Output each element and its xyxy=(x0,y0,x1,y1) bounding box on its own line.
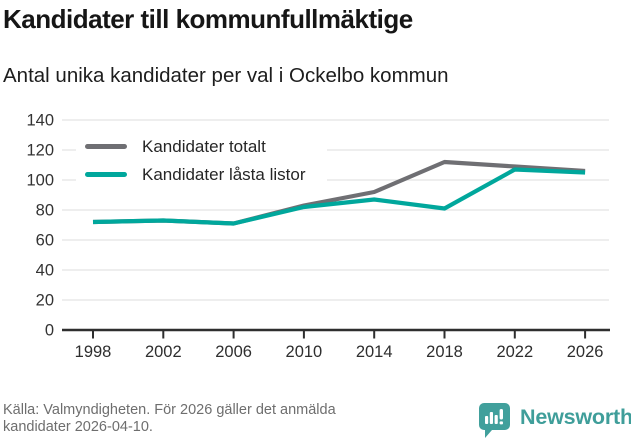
newsworthy-logo: Newsworthy xyxy=(478,402,631,438)
x-axis-tick-label: 2002 xyxy=(145,343,182,361)
newsworthy-bubble-chart-icon xyxy=(479,403,510,438)
chart-legend: Kandidater totalt Kandidater låsta listo… xyxy=(76,132,328,189)
x-axis-tick-label: 1998 xyxy=(75,343,112,361)
y-axis-tick-label: 60 xyxy=(36,232,54,250)
x-axis-tick-label: 2026 xyxy=(567,343,604,361)
series-line-locked xyxy=(92,167,586,226)
legend-label-total: Kandidater totalt xyxy=(142,136,266,156)
x-axis-tick-label: 2014 xyxy=(356,343,393,361)
y-axis-tick-label: 100 xyxy=(26,172,54,190)
page-subtitle: Antal unika kandidater per val i Ockelbo… xyxy=(3,64,449,87)
x-axis-tick-label: 2022 xyxy=(496,343,533,361)
legend-swatch-locked-icon xyxy=(85,172,127,177)
legend-row-locked: Kandidater låsta listor xyxy=(85,163,305,186)
x-axis-tick-label: 2010 xyxy=(286,343,323,361)
x-axis-tick-label: 2018 xyxy=(426,343,463,361)
legend-label-locked: Kandidater låsta listor xyxy=(142,164,306,184)
y-axis-tick-label: 120 xyxy=(26,142,54,160)
y-axis-tick-label: 80 xyxy=(36,202,54,220)
page-title: Kandidater till kommunfullmäktige xyxy=(3,4,413,34)
x-axis-tick-label: 2006 xyxy=(215,343,252,361)
y-axis-tick-label: 0 xyxy=(45,322,54,340)
y-axis-tick-label: 140 xyxy=(26,112,54,130)
y-axis-tick-label: 20 xyxy=(36,292,54,310)
newsworthy-wordmark: Newsworthy xyxy=(520,405,631,429)
y-axis-tick-label: 40 xyxy=(36,262,54,280)
source-note: Källa: Valmyndigheten. För 2026 gäller d… xyxy=(3,402,336,436)
legend-row-total: Kandidater totalt xyxy=(85,135,305,158)
legend-swatch-total-icon xyxy=(85,144,127,149)
